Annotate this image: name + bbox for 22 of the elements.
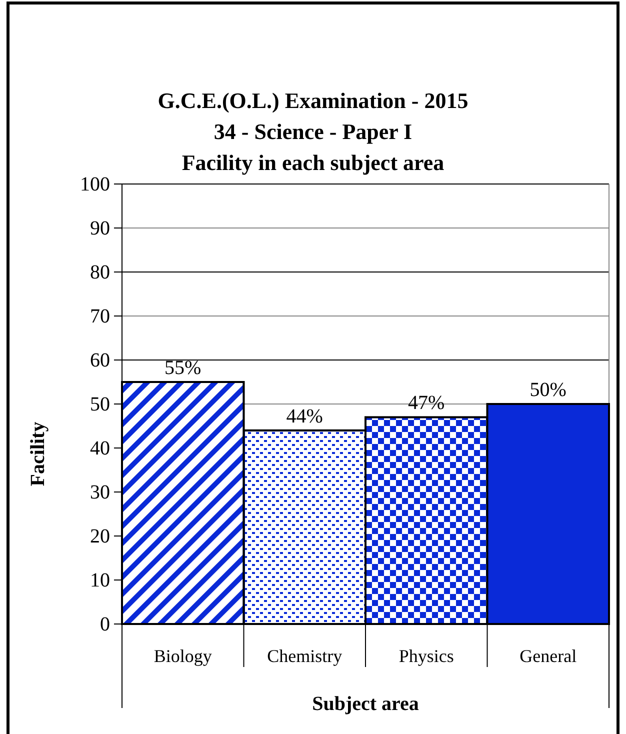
- data-label: 47%: [408, 392, 445, 414]
- data-label: 50%: [530, 379, 566, 401]
- y-tick-label: 20: [90, 525, 110, 548]
- chart-title: G.C.E.(O.L.) Examination - 2015 34 - Science - Paper I Facility in each subject area: [158, 88, 468, 175]
- data-label: 44%: [286, 405, 323, 428]
- x-tick-label: Physics: [398, 646, 454, 666]
- y-tick-label: 50: [90, 393, 110, 416]
- y-tick-label: 60: [90, 349, 110, 372]
- y-tick-label: 70: [90, 305, 110, 328]
- x-tick-label: General: [520, 646, 577, 666]
- x-tick-label: Chemistry: [267, 646, 342, 666]
- y-tick-label: 80: [90, 261, 110, 284]
- y-tick-label: 90: [90, 217, 110, 240]
- y-tick-label: 10: [90, 569, 110, 592]
- x-axis-title: Subject area: [312, 693, 419, 715]
- x-tick-label: Biology: [154, 646, 212, 666]
- y-tick-label: 0: [100, 613, 110, 636]
- data-label: 55%: [164, 357, 202, 379]
- y-axis-title: Facility: [27, 422, 49, 486]
- y-tick-label: 40: [90, 437, 110, 460]
- y-tick-label: 100: [80, 173, 110, 196]
- y-tick-label: 30: [90, 481, 110, 504]
